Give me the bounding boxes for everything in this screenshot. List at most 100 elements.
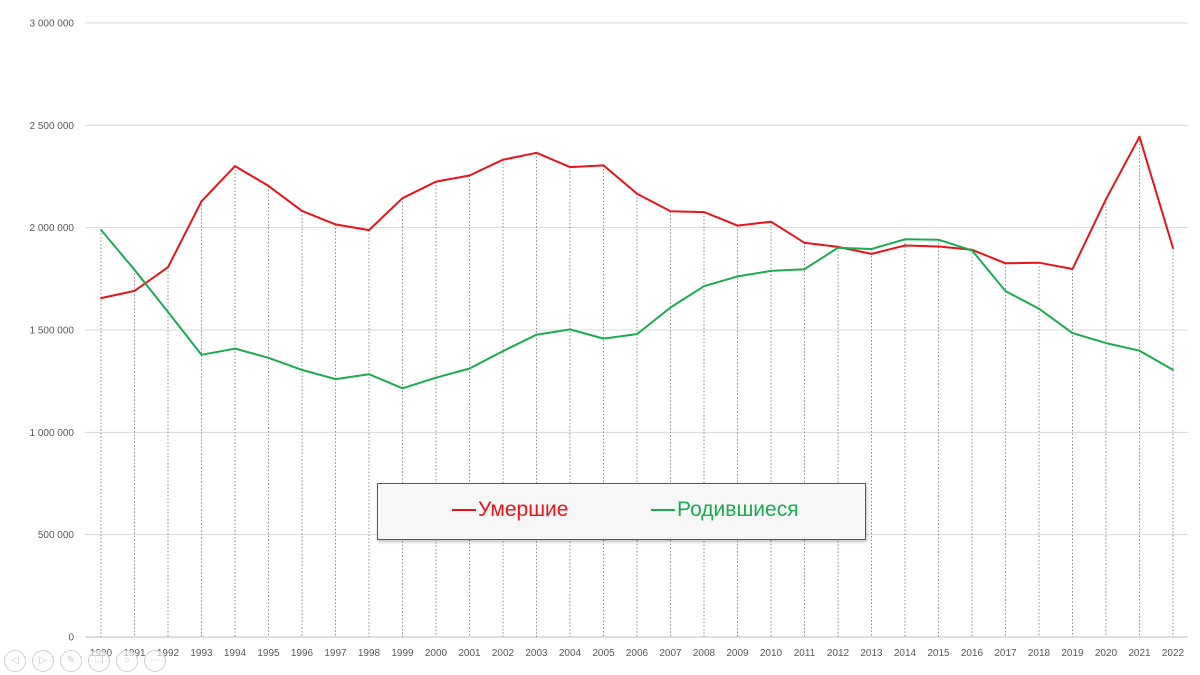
data-point-births — [904, 238, 906, 241]
data-point-births — [133, 268, 136, 271]
data-point-deaths — [770, 220, 772, 223]
x-tick-label: 2004 — [559, 648, 582, 659]
y-tick-label: 2 000 000 — [30, 223, 75, 234]
x-tick-label: 2008 — [693, 648, 716, 659]
data-point-deaths — [401, 197, 404, 200]
data-point-births — [234, 347, 236, 350]
data-point-births — [301, 369, 303, 371]
x-tick-label: 2002 — [492, 648, 515, 659]
data-point-deaths — [368, 229, 370, 232]
x-tick-label: 2014 — [894, 648, 917, 659]
legend-entry-deaths: Умершие — [452, 498, 568, 522]
x-tick-label: 1999 — [391, 648, 414, 659]
data-point-deaths — [502, 158, 504, 161]
x-tick-label: 2020 — [1095, 648, 1118, 659]
x-tick-label: 2022 — [1162, 648, 1185, 659]
data-point-deaths — [803, 241, 806, 244]
series-lines — [100, 135, 1174, 390]
data-point-deaths — [636, 192, 638, 195]
data-point-births — [435, 376, 437, 379]
x-tick-label: 1998 — [358, 648, 381, 659]
data-point-deaths — [904, 244, 906, 247]
x-tick-label: 1993 — [190, 648, 213, 659]
x-tick-label: 2021 — [1128, 648, 1151, 659]
data-point-deaths — [1172, 247, 1174, 250]
x-tick-label: 2000 — [425, 648, 448, 659]
data-point-births — [636, 333, 638, 335]
prev-icon[interactable]: ◁ — [4, 650, 26, 672]
data-point-deaths — [669, 210, 672, 213]
data-point-births — [602, 337, 605, 340]
data-point-births — [535, 333, 538, 336]
data-point-births — [669, 306, 672, 309]
data-point-deaths — [1138, 135, 1141, 138]
x-tick-label: 2005 — [592, 648, 615, 659]
data-point-deaths — [267, 185, 270, 187]
data-point-births — [1172, 369, 1174, 371]
x-tick-label: 1995 — [257, 648, 280, 659]
x-tick-label: 2018 — [1028, 648, 1051, 659]
data-point-births — [937, 238, 940, 241]
legend-swatch-births — [651, 509, 675, 511]
zoom-icon[interactable]: ⌕ — [116, 650, 138, 672]
data-point-deaths — [234, 165, 236, 167]
data-point-births — [267, 356, 270, 359]
data-point-births — [1138, 349, 1141, 352]
x-tick-label: 2006 — [626, 648, 649, 659]
slideshow-controls: ◁ ▷ ✎ ❐ ⌕ ⋯ — [4, 650, 166, 672]
legend-label-deaths: Умершие — [478, 498, 569, 521]
data-point-births — [334, 378, 337, 381]
x-tick-label: 2019 — [1061, 648, 1084, 659]
data-point-deaths — [602, 164, 605, 167]
data-point-deaths — [1105, 198, 1107, 201]
data-point-deaths — [569, 166, 571, 168]
data-point-births — [1038, 307, 1040, 310]
data-point-births — [1004, 290, 1007, 293]
x-tick-label: 2010 — [760, 648, 783, 659]
data-point-births — [200, 353, 203, 356]
data-point-births — [736, 275, 739, 278]
y-tick-label: 1 000 000 — [30, 428, 75, 439]
x-axis-ticks: 1990199119921993199419951996199719981999… — [90, 648, 1185, 659]
data-point-deaths — [870, 252, 873, 255]
data-point-births — [971, 249, 973, 252]
x-tick-label: 2016 — [961, 648, 984, 659]
x-tick-label: 2015 — [927, 648, 950, 659]
copy-icon[interactable]: ❐ — [88, 650, 110, 672]
y-tick-label: 2 500 000 — [30, 121, 75, 132]
x-tick-label: 2003 — [525, 648, 548, 659]
legend-swatch-deaths — [452, 509, 476, 511]
gridlines — [85, 22, 1188, 638]
legend: Умершие Родившиеся — [377, 483, 866, 540]
y-tick-label: 0 — [68, 633, 74, 644]
series-line-deaths — [100, 135, 1174, 300]
data-point-deaths — [133, 290, 136, 292]
y-tick-label: 1 500 000 — [30, 326, 75, 337]
next-icon[interactable]: ▷ — [32, 650, 54, 672]
data-point-births — [870, 248, 873, 250]
x-tick-label: 2017 — [994, 648, 1017, 659]
x-tick-label: 1996 — [291, 648, 314, 659]
x-tick-label: 2007 — [659, 648, 682, 659]
y-axis-ticks: 0 500 000 1 000 000 1 500 000 2 000 000 2 500… — [30, 19, 75, 644]
x-tick-label: 2011 — [794, 648, 816, 659]
data-point-deaths — [100, 297, 102, 299]
data-point-births — [100, 229, 102, 231]
data-point-births — [1105, 342, 1107, 344]
data-point-deaths — [535, 151, 538, 154]
data-point-deaths — [937, 245, 940, 248]
x-tick-label: 2012 — [827, 648, 850, 659]
data-point-deaths — [468, 174, 471, 177]
y-tick-label: 500 000 — [38, 530, 75, 541]
x-tick-label: 2009 — [726, 648, 749, 659]
more-icon[interactable]: ⋯ — [144, 650, 166, 672]
data-point-births — [803, 268, 806, 271]
pen-icon[interactable]: ✎ — [60, 650, 82, 672]
data-point-births — [1071, 332, 1074, 334]
data-point-births — [569, 328, 571, 331]
data-point-births — [368, 373, 370, 376]
data-point-deaths — [301, 209, 303, 212]
x-tick-label: 1994 — [224, 648, 247, 659]
data-point-deaths — [334, 223, 337, 226]
x-tick-label: 1997 — [324, 648, 347, 659]
